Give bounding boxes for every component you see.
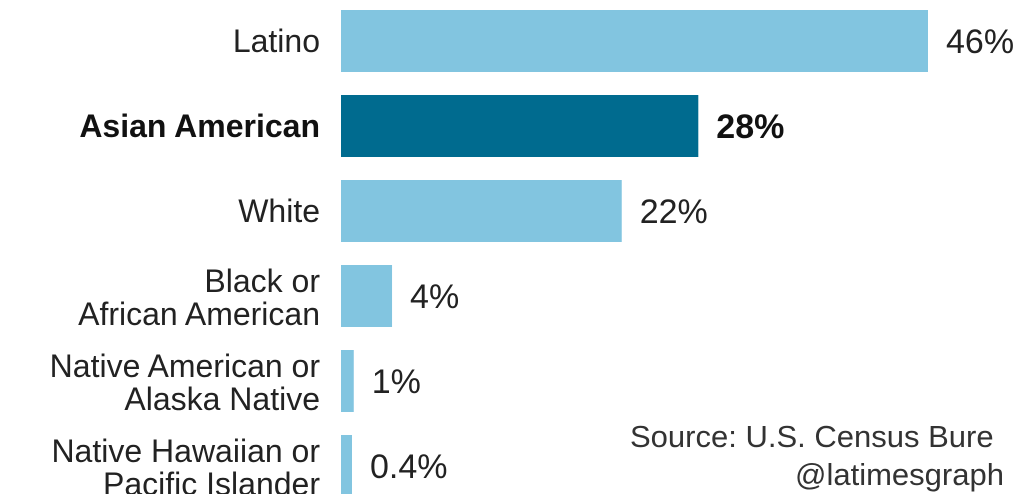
category-label-1: Asian American (79, 108, 320, 144)
value-label-1: 28% (716, 108, 784, 146)
credit-line: @latimesgraph (795, 457, 1004, 492)
bar-4 (341, 350, 354, 412)
bar-2 (341, 180, 622, 242)
category-label-5: Native Hawaiian or Pacific Islander (51, 433, 320, 494)
category-label-3: Black or African American (78, 263, 320, 332)
value-label-0: 46% (946, 23, 1014, 61)
category-label-4: Native American or Alaska Native (50, 348, 321, 417)
bar-1 (341, 95, 699, 157)
category-label-2: White (238, 193, 320, 229)
source-line: Source: U.S. Census Bure (630, 419, 994, 454)
value-label-4: 1% (372, 363, 421, 401)
bar-5 (341, 435, 352, 494)
value-label-2: 22% (640, 193, 708, 231)
bar-0 (341, 10, 928, 72)
source-note: Source: U.S. Census Bure @latimesgraph (630, 418, 1004, 494)
value-label-3: 4% (410, 278, 459, 316)
category-label-0: Latino (233, 23, 320, 59)
value-label-5: 0.4% (370, 448, 448, 486)
bar-3 (341, 265, 393, 327)
